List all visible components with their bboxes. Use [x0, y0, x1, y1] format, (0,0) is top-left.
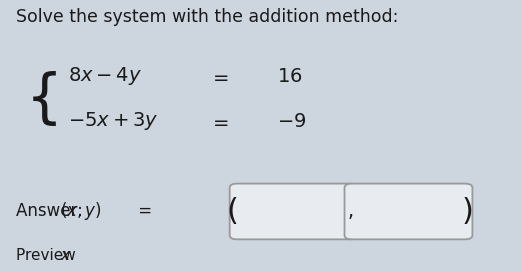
FancyBboxPatch shape [345, 184, 472, 239]
Text: (: ( [227, 197, 238, 226]
Text: Solve the system with the addition method:: Solve the system with the addition metho… [16, 8, 398, 26]
Text: x: x [60, 248, 69, 263]
FancyBboxPatch shape [230, 184, 358, 239]
Text: $(x, y)$: $(x, y)$ [60, 200, 102, 222]
Text: ): ) [462, 197, 473, 226]
Text: $-5x + 3y$: $-5x + 3y$ [68, 110, 158, 132]
Text: $-9$: $-9$ [277, 112, 306, 131]
Text: ,: , [348, 202, 354, 221]
Text: $16$: $16$ [277, 67, 302, 86]
Text: Preview: Preview [16, 248, 80, 263]
Text: =: = [133, 202, 158, 220]
Text: $=$: $=$ [209, 112, 229, 131]
Text: $8x - 4y$: $8x - 4y$ [68, 65, 142, 87]
Text: $=$: $=$ [209, 67, 229, 86]
Text: Answer:: Answer: [16, 202, 88, 220]
Text: {: { [26, 71, 63, 128]
